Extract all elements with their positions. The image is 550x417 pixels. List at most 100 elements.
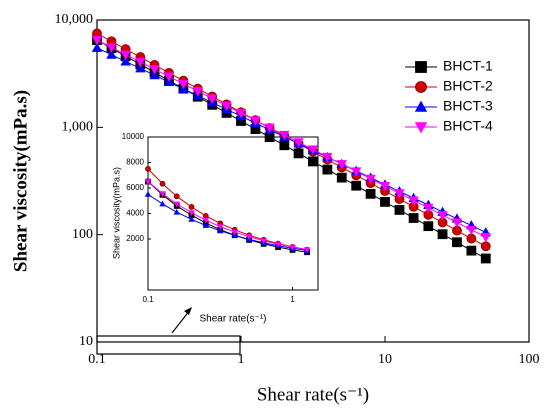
data-point [264,132,275,143]
data-point [279,140,290,151]
plot-frame [96,19,530,343]
inset-data-point [144,179,152,185]
data-point [408,213,419,223]
inset-data-point [245,234,253,241]
data-point [293,148,304,159]
inset-data-point [202,222,209,228]
inset-data-point [202,212,209,219]
data-point [365,174,376,185]
x-tick-label: 10 [378,352,392,367]
data-point [149,69,160,80]
data-point [120,56,131,66]
data-point [163,72,175,82]
data-point [423,203,434,214]
inset-frame [147,136,319,291]
series-line [96,39,487,259]
data-point [250,116,261,126]
data-point [308,156,318,167]
inset-data-point [173,208,180,215]
data-point [466,225,477,236]
data-point [264,123,275,133]
zoom-arrowhead [184,307,192,315]
data-point [480,241,491,252]
inset-data-point [202,217,209,224]
data-point [307,145,319,155]
inset-data-point [173,201,180,208]
inset-x-axis-label: Shear rate(s⁻¹) [200,314,267,325]
x-axis-label: Shear rate(s⁻¹) [257,384,369,405]
inset-data-point [144,191,152,197]
data-point [322,164,333,175]
inset-y-tick-label: 8000 [126,158,144,167]
data-point [135,57,146,68]
data-point [394,205,405,215]
data-point [480,253,491,264]
inset-data-point [159,191,166,197]
inset-x-tick-label: 1 [290,295,295,304]
legend-label: BHCT-1 [443,58,493,74]
inset-y-tick-label: 10000 [122,132,145,141]
inset-data-point [173,193,180,200]
x-tick-label: 0.1 [88,352,106,367]
inset-data-point [145,165,151,172]
data-point [437,229,448,240]
legend-marker [415,61,427,73]
inset-data-point [159,200,166,207]
data-point [451,218,463,228]
legend-marker [414,122,428,134]
data-point [394,189,405,199]
inset-data-point [188,210,195,217]
inset-data-point [289,244,296,251]
inset-series-line [147,193,308,252]
data-point [207,94,218,104]
data-point [336,160,347,170]
inset-y-tick-label: 4000 [126,209,144,218]
data-point [91,42,103,52]
inset-data-point [260,238,267,245]
data-point [351,167,362,177]
data-point [365,188,376,199]
data-point [293,138,304,148]
series-line [96,39,487,238]
data-point [106,43,117,53]
inset-data-point [231,229,238,236]
data-point [221,101,232,112]
data-point [279,130,290,141]
zoom-arrow [171,309,191,334]
data-point [379,182,391,192]
legend-label: BHCT-4 [443,118,493,134]
inset-y-tick-label: 2000 [126,234,144,243]
data-point [466,245,477,256]
y-tick-label: 1,000 [62,120,94,135]
data-point [91,36,103,46]
y-tick-label: 10,000 [55,12,94,27]
data-point [437,211,448,221]
data-point [351,180,362,191]
y-tick-label: 10 [79,334,93,349]
x-tick-label: 1 [238,352,245,367]
legend-label: BHCT-2 [443,78,493,94]
data-point [466,233,477,244]
inset-x-tick-label: 0.1 [142,295,154,304]
inset-y-tick-label: 6000 [126,183,144,192]
data-point [380,196,390,207]
legend-marker [415,81,427,93]
inset-y-axis-label: Shear viscosity(mPa.s) [111,167,121,259]
data-point [135,63,146,73]
y-axis-label: Shear viscosity(mPa.s) [10,90,31,272]
data-point [423,221,434,232]
data-point [452,237,462,248]
legend-marker [414,100,428,112]
data-point [106,49,117,59]
inset-data-point [303,247,311,254]
data-point [192,87,203,97]
legend-label: BHCT-3 [443,98,493,114]
data-point [178,79,189,90]
x-tick-label: 100 [519,352,540,367]
inset-data-point [217,224,224,230]
data-point [480,233,491,243]
inset-data-point [188,215,195,222]
data-point [149,65,160,75]
series-line [96,47,486,233]
